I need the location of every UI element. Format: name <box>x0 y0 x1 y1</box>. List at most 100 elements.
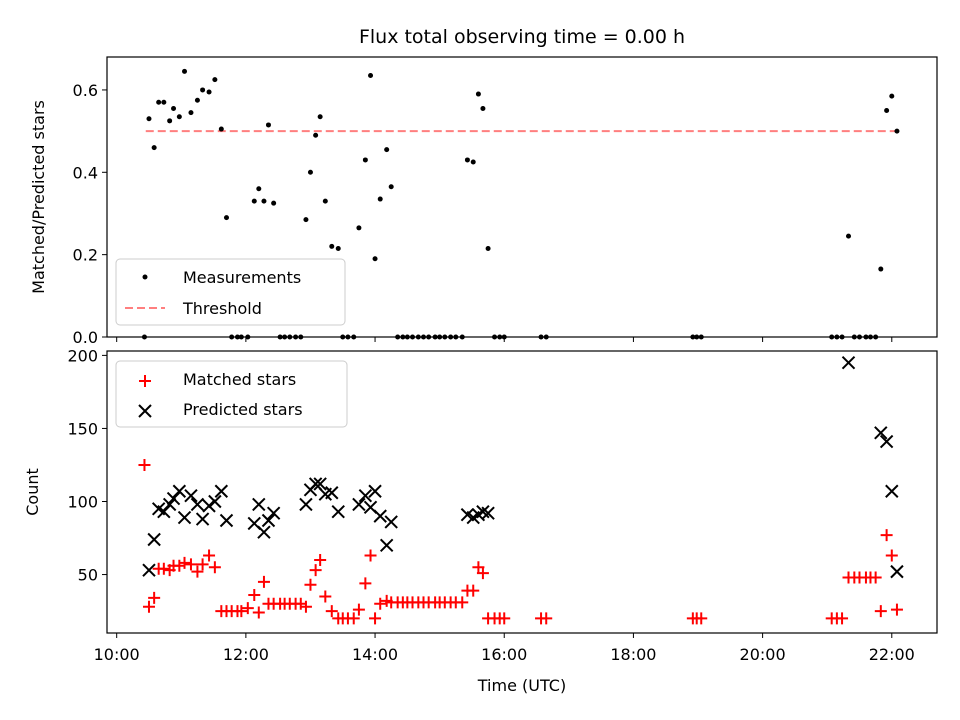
y-tick-label: 200 <box>67 346 98 365</box>
measurement-point <box>894 128 900 134</box>
matched-star-point <box>173 559 186 572</box>
count-legend: Matched stars Predicted stars <box>115 360 348 428</box>
measurement-point <box>229 334 235 340</box>
measurement-point <box>404 334 410 340</box>
matched-star-point <box>208 561 221 574</box>
y-tick-label: 0.6 <box>73 81 98 100</box>
legend-label-measurements: Measurements <box>183 268 301 287</box>
y-tick-label: 50 <box>78 566 98 585</box>
predicted-stars-series <box>142 355 904 579</box>
measurement-point <box>167 118 173 124</box>
measurement-point <box>261 198 267 204</box>
matched-star-point <box>241 602 254 615</box>
matched-star-point <box>148 591 161 604</box>
matched-star-point <box>252 606 265 619</box>
measurement-point <box>182 68 188 74</box>
predicted-star-point <box>142 563 156 577</box>
predicted-star-point <box>368 484 382 498</box>
measurement-point <box>372 256 378 262</box>
predicted-star-point <box>879 434 894 449</box>
predicted-star-point <box>266 506 281 520</box>
measurement-point <box>834 334 840 340</box>
measurement-point <box>141 334 147 340</box>
matched-star-point <box>836 612 849 625</box>
panel-ratio: Flux total observing time = 0.00 h 0.00.… <box>29 26 938 347</box>
measurement-point <box>362 157 368 163</box>
measurement-point <box>313 132 319 138</box>
predicted-star-point <box>481 506 495 520</box>
panel-count: 50 100 150 200 10:00 12:00 14:00 16:00 18:00 20:… <box>23 346 938 695</box>
matched-star-point <box>885 549 898 562</box>
matched-star-point <box>540 612 553 625</box>
matched-star-point <box>880 529 893 542</box>
matched-star-point <box>364 549 377 562</box>
predicted-star-point <box>331 505 345 519</box>
predicted-star-point <box>208 494 222 509</box>
ratio-legend-frame <box>115 258 346 326</box>
measurement-point <box>839 334 845 340</box>
predicted-star-point <box>299 497 313 512</box>
predicted-star-point <box>358 488 373 503</box>
matched-star-point <box>874 605 887 618</box>
panel-count-frame <box>106 350 938 634</box>
measurement-point <box>415 334 421 340</box>
measurement-point <box>426 334 432 340</box>
measurement-point <box>188 110 194 116</box>
measurement-point <box>171 105 177 111</box>
predicted-star-point <box>195 512 210 526</box>
measurement-point <box>345 334 351 340</box>
measurement-point <box>287 334 293 340</box>
measurement-point <box>485 245 491 251</box>
ratio-x-axis <box>116 337 893 342</box>
measurement-point <box>856 334 862 340</box>
predicted-star-point <box>352 497 366 512</box>
measurement-point <box>448 334 454 340</box>
matched-star-point <box>304 578 317 591</box>
measurement-point <box>368 73 374 79</box>
measurement-point <box>492 334 498 340</box>
matched-star-point <box>347 612 360 625</box>
x-tick-label: 10:00 <box>94 645 140 664</box>
predicted-star-point <box>890 564 904 579</box>
measurement-point <box>690 334 696 340</box>
measurement-point <box>420 334 426 340</box>
y-tick-label: 150 <box>67 419 98 438</box>
measurement-point <box>218 126 224 132</box>
panel-ratio-frame <box>106 56 938 338</box>
predicted-star-point <box>885 484 899 498</box>
matched-star-point <box>157 562 170 575</box>
measurement-point <box>251 198 257 204</box>
measurement-point <box>223 215 229 221</box>
predicted-star-point <box>177 510 192 525</box>
measurement-point <box>200 87 206 93</box>
measurement-point <box>497 334 503 340</box>
measurement-point <box>351 334 357 340</box>
predicted-star-point <box>384 515 398 529</box>
predicted-star-point <box>261 513 276 528</box>
predicted-star-point <box>841 355 856 370</box>
measurement-point <box>317 114 323 120</box>
matched-star-point <box>142 600 155 613</box>
measurement-point <box>234 334 240 340</box>
matched-star-point <box>314 553 327 566</box>
measurement-point <box>277 334 283 340</box>
count-x-axis: 10:00 12:00 14:00 16:00 18:00 20:00 22:00 <box>94 633 915 664</box>
x-tick-label: 18:00 <box>610 645 656 664</box>
measurement-point <box>867 334 873 340</box>
measurement-point <box>335 245 341 251</box>
ratio-y-axis: 0.0 0.2 0.4 0.6 <box>73 81 107 347</box>
measurement-point <box>442 334 448 340</box>
measurement-point <box>298 334 304 340</box>
ratio-legend: Measurements Threshold <box>115 258 346 326</box>
legend-label-matched: Matched stars <box>183 370 296 389</box>
measurement-point <box>206 89 212 95</box>
x-tick-label: 12:00 <box>223 645 269 664</box>
matched-stars-series <box>138 458 903 625</box>
measurement-point <box>884 108 890 114</box>
matched-star-point <box>294 597 307 610</box>
matched-star-point <box>248 589 261 602</box>
matched-star-point <box>196 558 209 571</box>
y-tick-label: 0.2 <box>73 246 98 265</box>
measurement-point <box>388 184 394 190</box>
matched-star-point <box>203 549 216 562</box>
